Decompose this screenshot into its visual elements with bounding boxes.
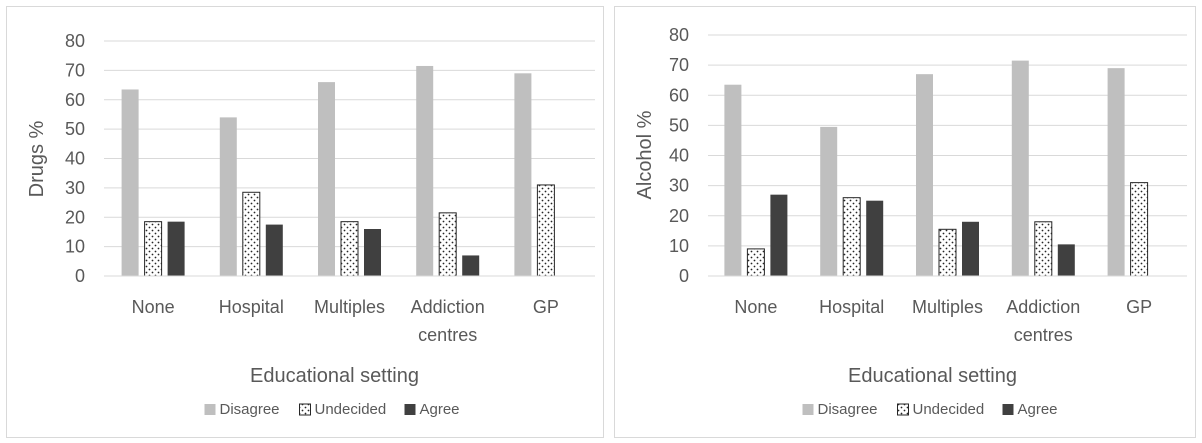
bar-undecided — [1130, 182, 1149, 277]
x-tick-label: None — [132, 297, 175, 317]
legend-label-disagree: Disagree — [220, 401, 280, 418]
bar-agree — [265, 224, 283, 276]
bar-undecided — [842, 197, 861, 277]
bar-agree — [866, 200, 884, 276]
bar-disagree — [318, 82, 335, 276]
x-tick-label: Multiples — [912, 297, 983, 317]
bar-agree — [462, 255, 480, 276]
y-tick-label: 0 — [679, 266, 689, 286]
y-tick-label: 40 — [65, 149, 85, 169]
legend-label-agree: Agree — [1018, 401, 1058, 418]
y-tick-label: 80 — [65, 31, 85, 51]
bar-undecided — [1034, 221, 1053, 277]
legend-label-disagree: Disagree — [818, 401, 878, 418]
y-tick-label: 40 — [669, 146, 689, 166]
bar-agree — [770, 194, 788, 276]
x-tick-label: Addiction — [1006, 297, 1080, 317]
legend-swatch-disagree — [204, 404, 216, 415]
bar-disagree — [820, 126, 838, 276]
bar-undecided — [938, 228, 957, 277]
bar-agree — [364, 229, 381, 276]
y-tick-label: 50 — [669, 115, 689, 135]
x-tick-label: Hospital — [219, 297, 284, 317]
legend-swatch-undecided — [897, 403, 909, 416]
bar-agree — [962, 221, 979, 276]
x-tick-label: GP — [533, 297, 559, 317]
bar-disagree — [219, 117, 237, 276]
drugs-chart: 0 10 20 30 40 50 60 70 80 Drugs % None Hospital Mult… — [26, 31, 595, 418]
y-axis-label: Alcohol % — [634, 110, 656, 199]
chart-panel-drugs: 0 10 20 30 40 50 60 70 80 Drugs % None Hospital Mult… — [6, 6, 604, 438]
y-tick-label: 10 — [669, 236, 689, 256]
y-axis-label: Drugs % — [26, 120, 48, 197]
bar-disagree — [416, 65, 434, 276]
y-tick-label: 20 — [669, 206, 689, 226]
legend-label-undecided: Undecided — [315, 401, 387, 418]
legend-swatch-disagree — [802, 404, 814, 415]
bar-disagree — [916, 74, 933, 276]
bar-undecided — [144, 221, 163, 277]
y-tick-label: 60 — [65, 90, 85, 110]
y-tick-label: 30 — [65, 178, 85, 198]
legend-swatch-agree — [1002, 404, 1014, 415]
x-tick-label: Multiples — [314, 297, 385, 317]
x-tick-label: GP — [1126, 297, 1152, 317]
bar-undecided — [536, 184, 555, 277]
chart-panel-alcohol: 0 10 20 30 40 50 60 70 80 Alcohol % None Hospital Mu… — [614, 6, 1196, 438]
bar-disagree — [514, 73, 532, 276]
bar-disagree — [121, 89, 139, 276]
legend-swatch-undecided — [299, 403, 311, 416]
bar-disagree — [1011, 60, 1029, 277]
bar-undecided — [242, 191, 261, 277]
x-tick-label: centres — [1014, 325, 1073, 345]
legend-label-agree: Agree — [420, 401, 460, 418]
y-tick-label: 20 — [65, 207, 85, 227]
bar-undecided — [746, 248, 765, 277]
bar-undecided — [340, 221, 359, 277]
bar-undecided — [438, 212, 457, 277]
bar-disagree — [1107, 68, 1125, 276]
x-tick-label: centres — [418, 325, 477, 345]
alcohol-chart: 0 10 20 30 40 50 60 70 80 Alcohol % None Hospital Mu… — [634, 25, 1187, 418]
legend-swatch-agree — [404, 404, 416, 415]
bar-agree — [167, 221, 185, 276]
x-tick-label: Hospital — [819, 297, 884, 317]
x-axis-label: Educational setting — [848, 365, 1017, 387]
legend-label-undecided: Undecided — [913, 401, 985, 418]
y-tick-label: 60 — [669, 85, 689, 105]
y-tick-label: 50 — [65, 119, 85, 139]
bar-agree — [1057, 244, 1075, 276]
x-tick-label: None — [734, 297, 777, 317]
x-axis-label: Educational setting — [250, 365, 419, 387]
y-tick-label: 80 — [669, 25, 689, 45]
bar-disagree — [724, 84, 742, 276]
y-tick-label: 30 — [669, 176, 689, 196]
y-tick-label: 70 — [65, 60, 85, 80]
x-tick-label: Addiction — [411, 297, 485, 317]
y-tick-label: 0 — [75, 266, 85, 286]
y-tick-label: 10 — [65, 237, 85, 257]
y-tick-label: 70 — [669, 55, 689, 75]
